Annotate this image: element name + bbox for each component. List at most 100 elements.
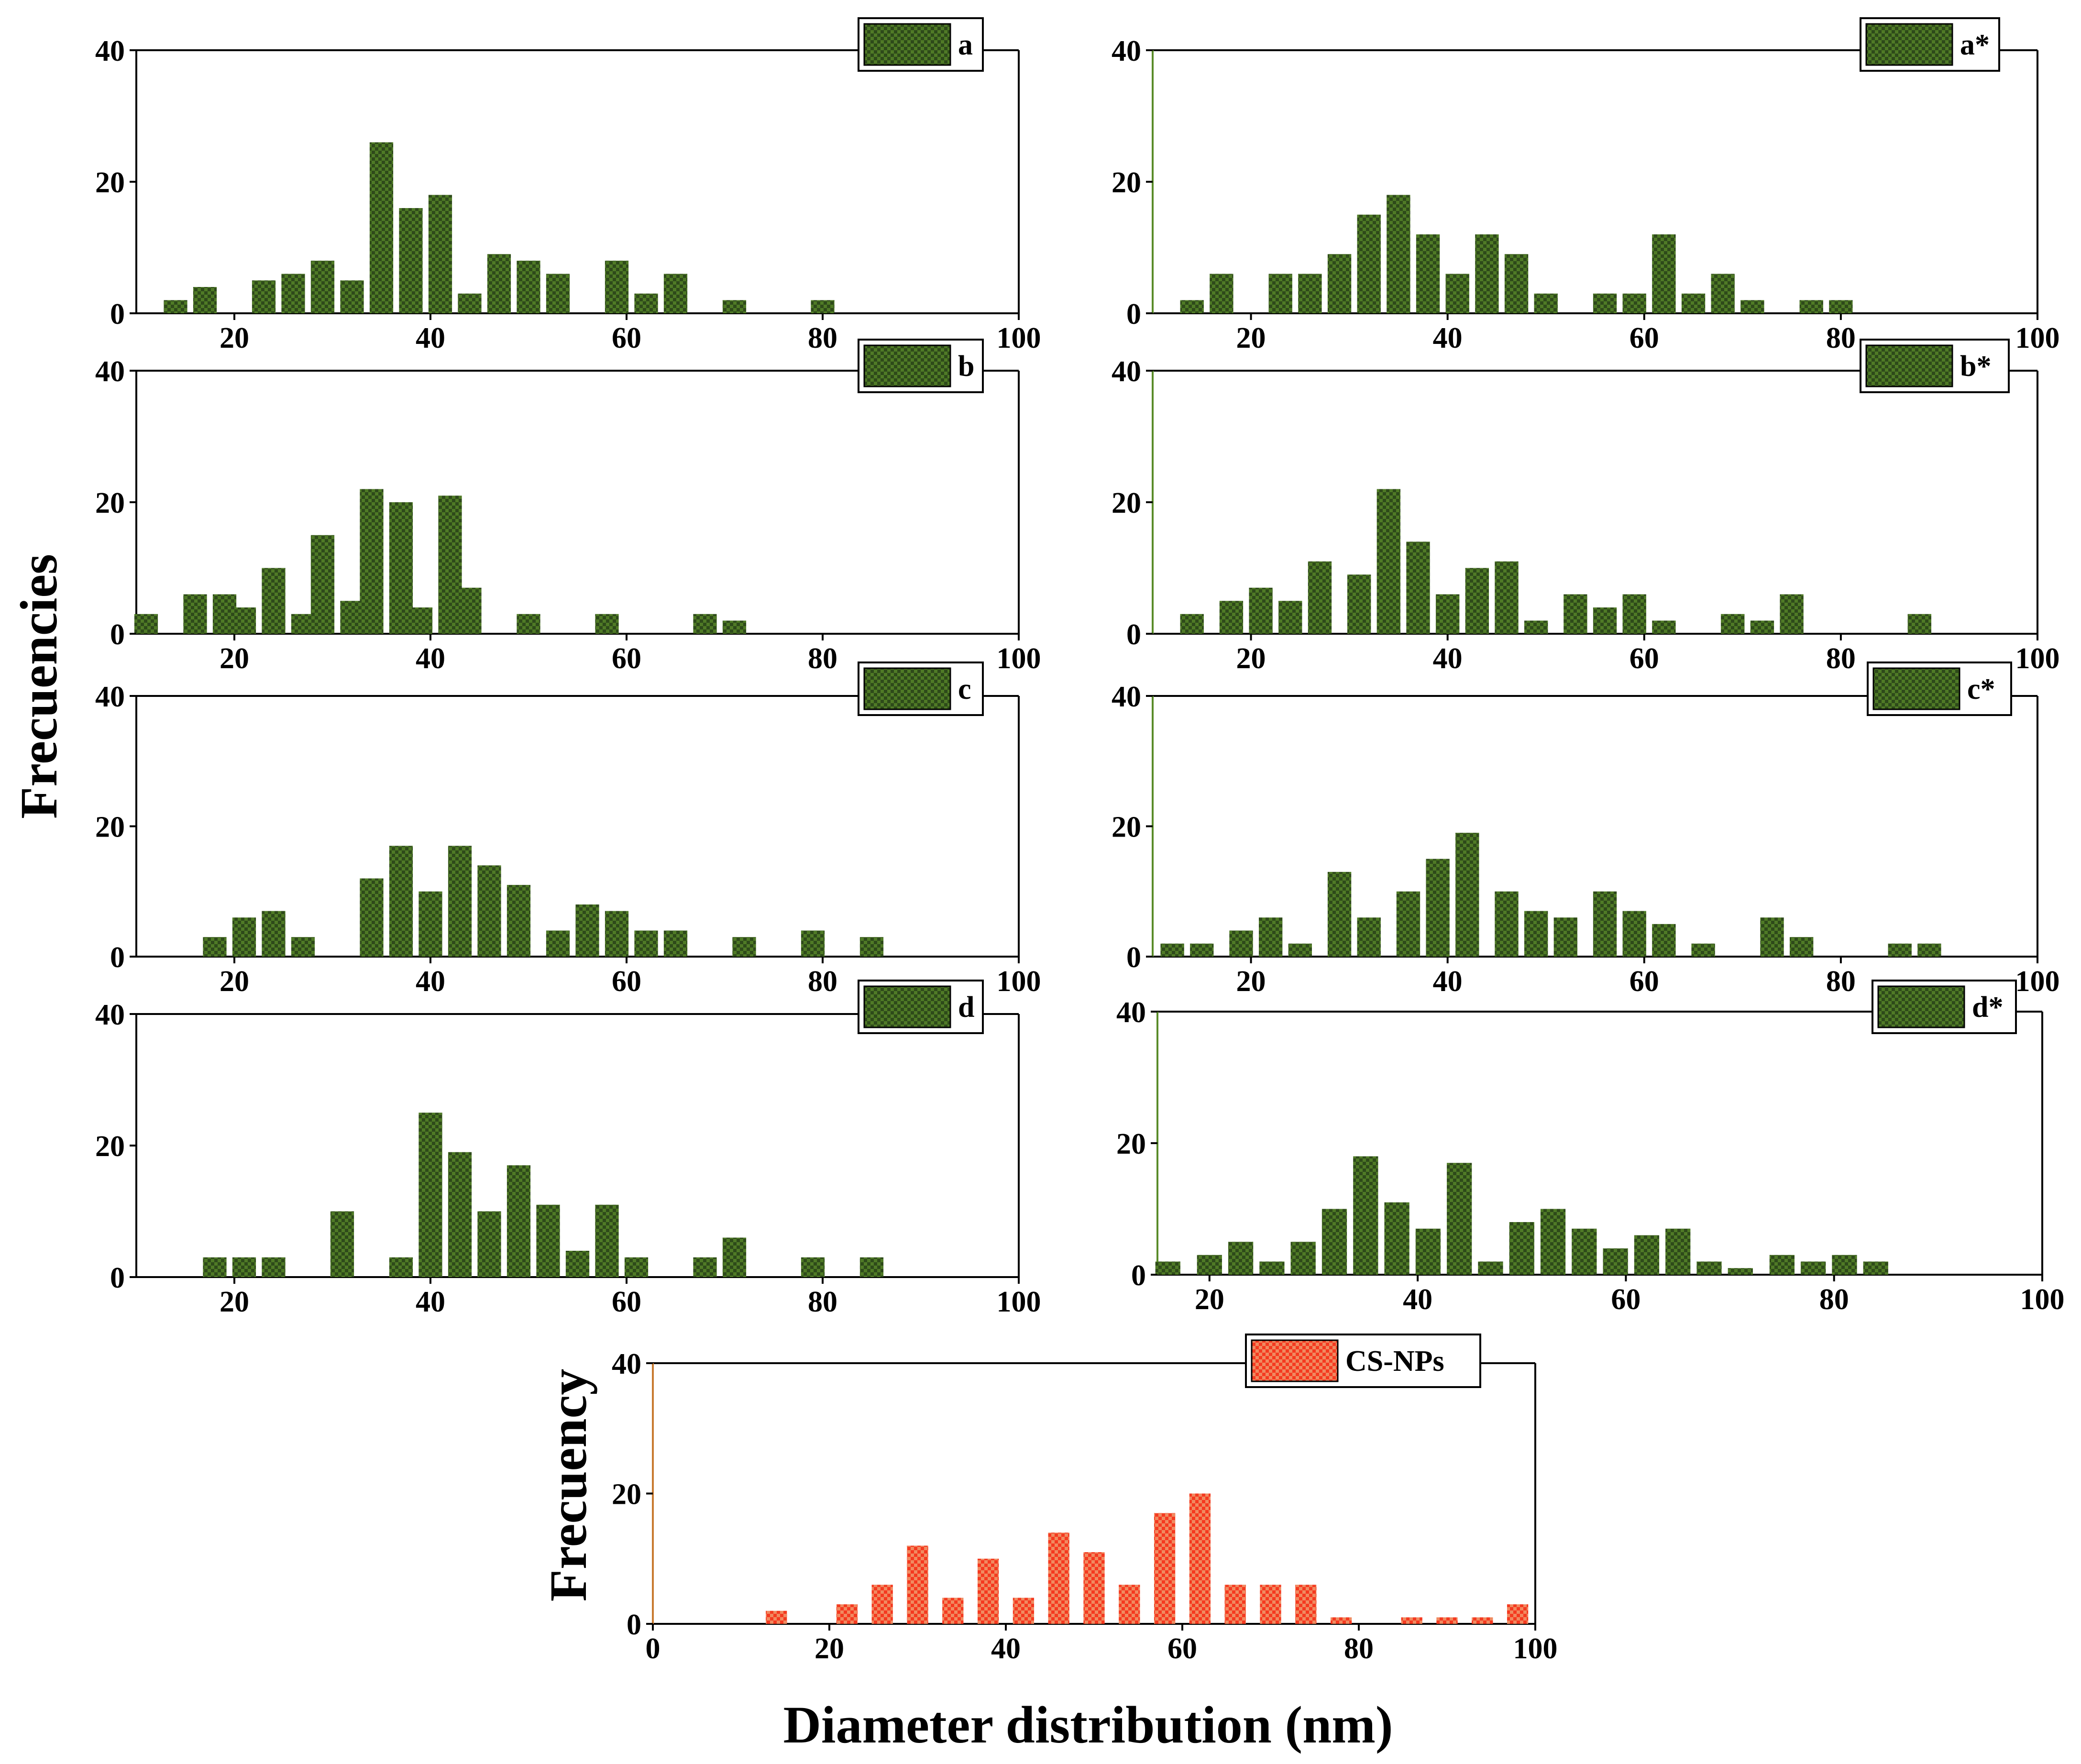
panel-0-x-tick-label: 40	[416, 322, 445, 354]
panel-3-bar	[1347, 574, 1371, 634]
panel-8-bar	[1507, 1604, 1529, 1624]
panel-0: 20 40 60 80 100 0 20 40 a	[95, 17, 1041, 354]
panel-8-bar	[1154, 1513, 1176, 1624]
panel-3-legend-label: b*	[1960, 350, 1991, 383]
panel-7-bar	[1415, 1228, 1441, 1275]
panel-3-bar	[1750, 620, 1774, 634]
panel-0-bar	[605, 261, 629, 313]
histogram-panels: 20 40 60 80 100 0 20 40 a 20 40 60 80 100 0 20 40 a* 20 40 6…	[95, 17, 2065, 1665]
panel-0-bar	[722, 300, 747, 313]
panel-1-bar	[1327, 254, 1352, 313]
panel-6-legend-swatch	[863, 985, 951, 1028]
panel-8-bar	[766, 1610, 787, 1624]
panel-0-bar	[546, 274, 570, 313]
panel-6-bar	[477, 1211, 501, 1277]
panel-5-legend-swatch	[1872, 667, 1960, 710]
panel-5-bar	[1160, 943, 1184, 957]
panel-1-bar	[1387, 195, 1410, 313]
panel-4-bar	[859, 937, 884, 957]
panel-3-bar	[1308, 561, 1332, 634]
panel-2-x-tick-label: 20	[220, 642, 249, 675]
panel-2-bar	[517, 614, 540, 634]
panel-7-y-tick-label: 0	[1131, 1259, 1146, 1292]
panel-4-bar	[232, 917, 256, 957]
panel-2-legend-label: b	[958, 350, 974, 383]
panel-3-bar	[1436, 594, 1460, 634]
panel-3-bar	[1622, 594, 1646, 634]
panel-3-bar	[1278, 601, 1302, 634]
panel-4-bar	[605, 911, 629, 957]
panel-8-bar	[1048, 1532, 1069, 1624]
panel-4-bar	[575, 904, 599, 957]
panel-4-bar	[732, 937, 756, 957]
panel-2-bar	[134, 614, 158, 634]
panel-7-bar	[1832, 1255, 1857, 1275]
panel-2-bar	[183, 594, 207, 634]
panel-2-bar	[595, 614, 619, 634]
panel-5-bar	[1495, 891, 1519, 957]
x-axis-label-bottom: Diameter distribution (nm)	[783, 1696, 1393, 1754]
panel-7-bar	[1696, 1261, 1722, 1275]
panel-5-bar	[1357, 917, 1381, 957]
panel-6-y-tick-label: 0	[110, 1262, 125, 1294]
panel-1-bar	[1357, 214, 1381, 313]
panel-2-bar	[232, 607, 256, 634]
panel-5-y-tick-label: 20	[1112, 811, 1141, 844]
panel-7: 20 40 60 80 100 0 20 40 d*	[1116, 980, 2065, 1316]
panel-3-y-tick-label: 20	[1112, 487, 1141, 519]
panel-7-bar	[1478, 1261, 1503, 1275]
panel-3-y-tick-label: 40	[1112, 355, 1141, 388]
panel-5-bar	[1524, 911, 1548, 957]
panel-0-y-tick-label: 20	[95, 166, 125, 199]
panel-6-bar	[722, 1237, 747, 1277]
panel-7-x-tick-label: 80	[1819, 1283, 1849, 1316]
panel-5-bar	[1229, 930, 1253, 957]
panel-0-bar	[663, 274, 688, 313]
panel-5-bar	[1396, 891, 1420, 957]
panel-3-bar	[1652, 620, 1676, 634]
panel-6-x-tick-label: 80	[808, 1286, 837, 1318]
panel-1-bar	[1799, 300, 1823, 313]
panel-4-x-tick-label: 60	[612, 965, 641, 998]
panel-4-bar	[360, 878, 384, 957]
panel-6-bar	[330, 1211, 354, 1277]
panel-0-bar	[399, 208, 423, 313]
panel-8-bar	[1224, 1585, 1246, 1624]
panel-1-bar	[1593, 293, 1617, 313]
panel-3-bar	[1564, 594, 1587, 634]
panel-3: 20 40 60 80 100 0 20 40 b*	[1112, 339, 2060, 675]
panel-8-bar	[871, 1585, 893, 1624]
panel-7-bar	[1447, 1163, 1472, 1275]
panel-2-y-tick-label: 0	[110, 618, 125, 651]
panel-1-bar	[1504, 254, 1529, 313]
panel-2-bar	[360, 489, 384, 634]
panel-2-x-tick-label: 60	[612, 642, 641, 675]
panel-4-bar	[546, 930, 570, 957]
panel-5: 20 40 60 80 100 0 20 40 c*	[1112, 662, 2060, 998]
panel-4-bar	[448, 846, 472, 957]
panel-5-y-tick-label: 0	[1126, 941, 1141, 974]
panel-3-bar	[1593, 607, 1617, 634]
panel-2-y-tick-label: 20	[95, 487, 125, 519]
panel-6-bar	[859, 1257, 884, 1277]
panel-7-bar	[1155, 1261, 1180, 1275]
panel-1-bar	[1416, 234, 1440, 313]
panel-6-bar	[506, 1165, 531, 1277]
panel-3-bar	[1376, 489, 1400, 634]
panel-1-legend-label: a*	[1960, 29, 1990, 61]
panel-1-bar	[1534, 293, 1558, 313]
panel-4-bar	[634, 930, 658, 957]
panel-4-bar	[663, 930, 688, 957]
panel-6-bar	[232, 1257, 256, 1277]
panel-8-x-tick-label: 40	[991, 1632, 1021, 1665]
panel-0-y-tick-label: 0	[110, 298, 125, 331]
panel-8-bar	[1330, 1617, 1352, 1624]
panel-5-bar	[1917, 943, 1941, 957]
panel-5-bar	[1691, 943, 1715, 957]
panel-3-x-tick-label: 100	[2015, 642, 2060, 675]
panel-7-bar	[1572, 1228, 1597, 1275]
panel-1-y-tick-label: 40	[1112, 35, 1141, 67]
panel-4-bar	[506, 885, 531, 957]
panel-6-bar	[262, 1257, 286, 1277]
